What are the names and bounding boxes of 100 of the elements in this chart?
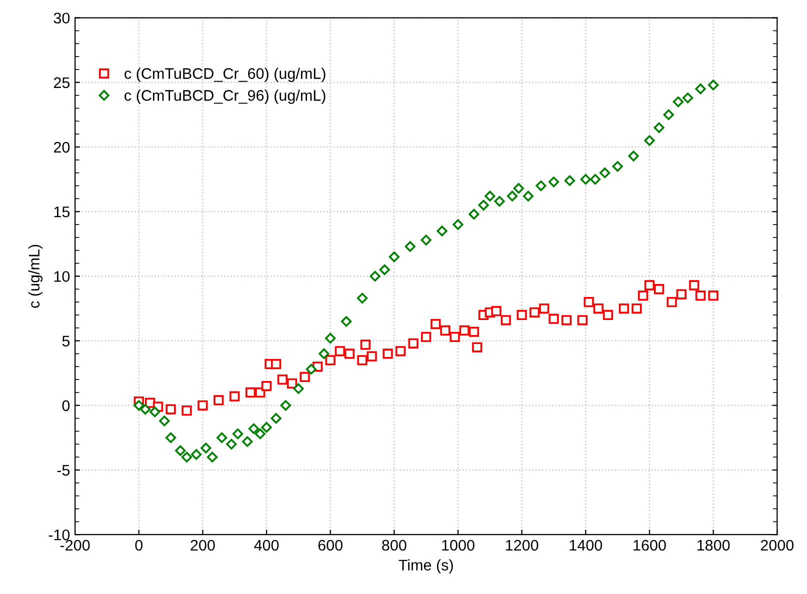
point	[491, 306, 502, 316]
point	[357, 355, 368, 366]
x-tick-label: 200	[190, 540, 215, 551]
point	[672, 96, 684, 108]
point	[166, 404, 176, 414]
point	[612, 161, 623, 172]
point	[242, 436, 253, 447]
point	[708, 290, 718, 301]
point	[246, 387, 256, 398]
x-axis-title: Time (s)	[398, 559, 453, 574]
point	[628, 150, 639, 162]
point	[548, 176, 560, 188]
x-tick-label: 1600	[634, 540, 666, 551]
point	[408, 338, 418, 348]
x-tick-label: 600	[318, 540, 343, 551]
point	[452, 219, 464, 230]
point	[436, 226, 448, 236]
point	[484, 190, 496, 202]
point	[666, 296, 677, 308]
point	[682, 92, 694, 104]
point	[593, 303, 604, 314]
point	[254, 428, 266, 440]
point	[395, 346, 406, 356]
point	[159, 416, 170, 426]
point	[564, 175, 576, 186]
point	[340, 316, 352, 327]
legend-label: c (CmTuBCD_Cr_96) (ug/mL)	[124, 90, 326, 104]
y-tick-label: 5	[62, 336, 70, 346]
x-tick-label: 1000	[442, 540, 474, 551]
point	[334, 346, 345, 356]
point	[695, 84, 706, 94]
point	[689, 280, 700, 290]
point	[404, 241, 416, 252]
x-tick-label: 800	[382, 540, 406, 551]
point	[513, 183, 524, 194]
y-tick-label: 25	[54, 77, 70, 88]
point	[280, 400, 291, 411]
point	[370, 270, 380, 282]
point	[632, 303, 642, 314]
point	[182, 406, 192, 416]
point	[382, 348, 393, 359]
point	[450, 332, 460, 342]
point	[654, 122, 664, 133]
point	[599, 168, 610, 178]
point	[216, 432, 228, 444]
point	[300, 372, 310, 382]
point	[561, 315, 572, 326]
point	[654, 284, 664, 294]
point	[270, 413, 282, 424]
point	[175, 445, 186, 456]
x-tick-label: 0	[135, 540, 143, 551]
point	[522, 190, 534, 202]
y-tick-label: 0	[62, 400, 70, 412]
point	[539, 303, 550, 314]
y-tick-label: -5	[57, 465, 70, 476]
point	[325, 332, 336, 344]
point	[366, 351, 377, 362]
point	[140, 404, 151, 415]
point	[293, 383, 304, 394]
point	[494, 196, 505, 207]
point	[708, 80, 719, 90]
point	[468, 326, 480, 337]
point	[577, 315, 588, 326]
point	[638, 290, 648, 301]
point	[232, 428, 244, 440]
x-tick-label: 400	[254, 540, 279, 551]
point	[430, 318, 441, 330]
point	[548, 314, 559, 324]
point	[344, 348, 355, 359]
point	[421, 332, 432, 342]
y-tick-label: 20	[54, 142, 70, 153]
point	[663, 109, 674, 120]
y-tick-label: -10	[48, 529, 70, 540]
point	[536, 180, 546, 192]
point	[676, 289, 686, 300]
point	[580, 174, 591, 185]
point	[388, 252, 400, 262]
point	[590, 174, 601, 185]
point	[190, 449, 202, 460]
point	[695, 290, 706, 301]
point	[530, 307, 540, 318]
point	[248, 423, 260, 434]
point	[198, 400, 208, 410]
point	[644, 135, 655, 146]
point	[478, 200, 489, 210]
point	[379, 264, 390, 276]
point	[420, 234, 432, 246]
point	[506, 190, 518, 202]
point	[261, 380, 272, 392]
x-tick-label: -200	[60, 540, 90, 551]
point	[277, 374, 288, 385]
point	[618, 303, 630, 314]
point	[165, 432, 176, 444]
y-tick-label: 10	[54, 271, 70, 282]
y-tick-label: 15	[54, 206, 70, 218]
point	[261, 422, 272, 433]
point	[500, 315, 511, 326]
point	[472, 342, 482, 352]
point	[584, 296, 594, 308]
x-tick-label: 2000	[760, 540, 794, 551]
